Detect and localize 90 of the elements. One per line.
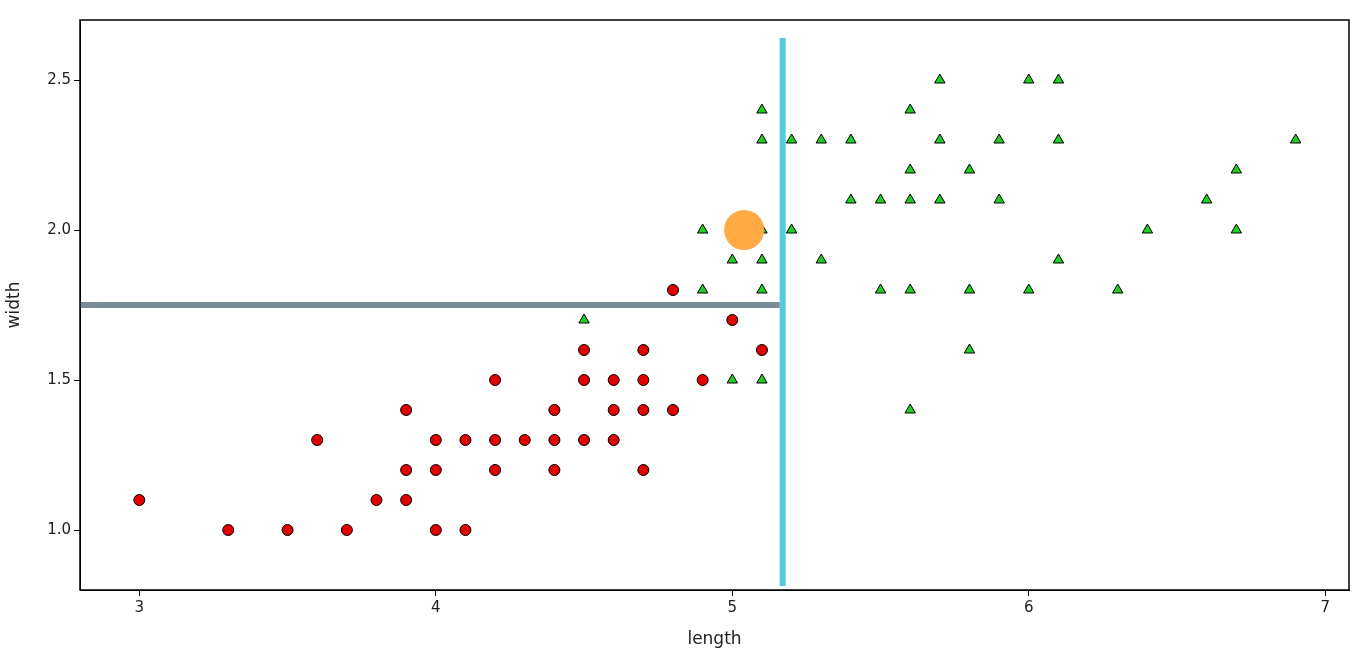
point [637, 344, 650, 356]
point [400, 404, 413, 416]
point [281, 524, 294, 536]
point [518, 434, 531, 446]
point [1023, 283, 1035, 294]
x-tick-label: 6 [1024, 597, 1034, 616]
point [724, 210, 765, 250]
point [429, 464, 442, 476]
point [429, 434, 442, 446]
point [785, 223, 798, 234]
point [607, 434, 620, 446]
point [1023, 73, 1035, 84]
point [934, 193, 946, 204]
point [578, 344, 591, 356]
point [874, 193, 887, 204]
point [726, 373, 738, 384]
point [400, 494, 413, 506]
point [1052, 73, 1065, 84]
point [963, 343, 976, 354]
point [726, 314, 739, 326]
point [756, 253, 768, 264]
point [459, 434, 472, 446]
point [1052, 253, 1065, 264]
point [696, 374, 709, 386]
point [400, 464, 413, 476]
point [756, 133, 768, 144]
point [726, 253, 738, 264]
point [756, 103, 768, 114]
point [785, 133, 798, 144]
point [845, 193, 857, 204]
point [815, 253, 827, 264]
point [874, 283, 887, 294]
point [548, 404, 561, 416]
y-tick-label: 1.0 [47, 519, 71, 538]
point [222, 524, 235, 536]
point [429, 524, 442, 536]
point [963, 283, 976, 294]
point [489, 464, 502, 476]
point [756, 283, 768, 294]
point [1289, 133, 1302, 144]
point [755, 344, 768, 356]
point [1052, 133, 1065, 144]
y-tick-label: 2.0 [47, 219, 71, 238]
point [1112, 283, 1124, 294]
x-tick-label: 4 [431, 597, 441, 616]
x-tick-label: 7 [1320, 597, 1331, 616]
point [815, 133, 827, 144]
point [904, 103, 916, 114]
point [993, 133, 1005, 144]
point [1230, 223, 1243, 234]
point [1141, 223, 1154, 234]
point [696, 223, 709, 234]
point [637, 404, 650, 416]
x-axis-title: length [687, 628, 742, 649]
point [904, 193, 916, 204]
point [607, 404, 620, 416]
point [578, 313, 590, 324]
point [489, 434, 502, 446]
y-axis-title: width [2, 281, 23, 329]
point [459, 524, 472, 536]
point [578, 374, 591, 386]
point [904, 163, 916, 174]
point [993, 193, 1005, 204]
point [548, 434, 561, 446]
point [756, 373, 768, 384]
point [607, 374, 620, 386]
y-tick-label: 1.5 [47, 369, 71, 388]
point [904, 283, 916, 294]
point [489, 374, 502, 386]
point [1230, 163, 1243, 174]
x-tick-label: 5 [727, 597, 738, 616]
point [666, 284, 679, 296]
point [934, 73, 946, 84]
point [904, 403, 916, 414]
y-tick-label: 2.5 [47, 69, 71, 88]
point [696, 283, 709, 294]
point [637, 464, 650, 476]
point [133, 494, 146, 506]
point [637, 374, 650, 386]
point [934, 133, 946, 144]
x-tick-label: 3 [134, 597, 145, 616]
point [666, 404, 679, 416]
point [1200, 193, 1213, 204]
point [578, 434, 591, 446]
point [311, 434, 324, 446]
point [845, 133, 857, 144]
point [340, 524, 353, 536]
point [370, 494, 383, 506]
point [548, 464, 561, 476]
point [963, 163, 976, 174]
